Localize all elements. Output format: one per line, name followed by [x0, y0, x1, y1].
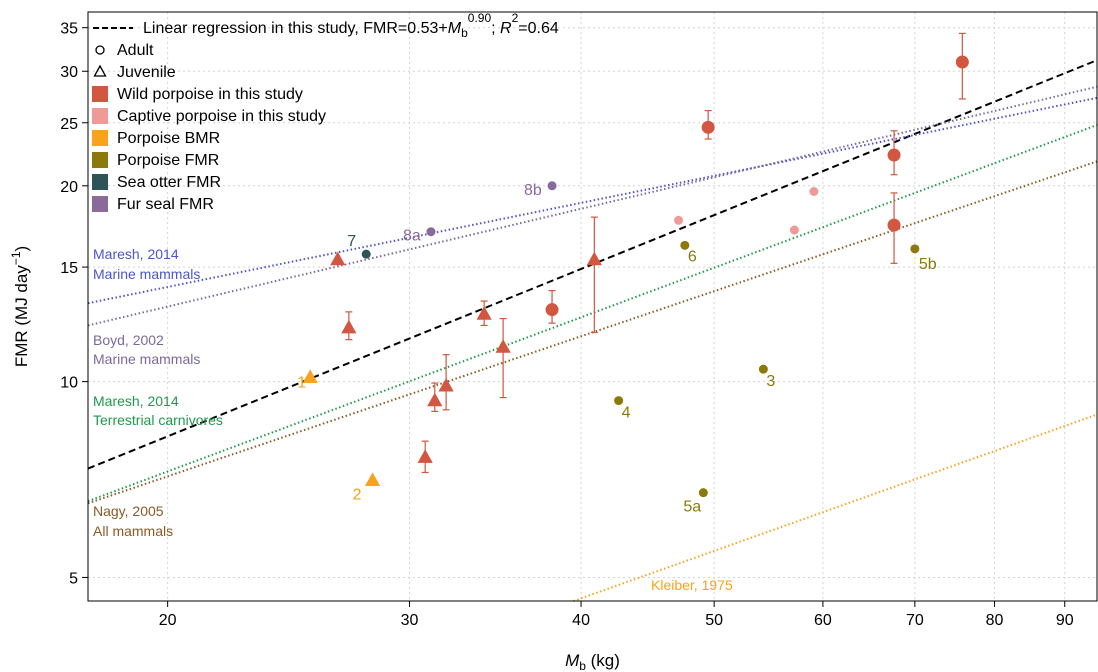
- wild-porpoise-in-this-study-point: [330, 251, 346, 266]
- point-label-5b: 5b: [919, 256, 937, 273]
- fur-seal-fmr-point: [426, 227, 436, 237]
- wild-porpoise-in-this-study-point: [586, 251, 602, 266]
- point-label-8a: 8a: [403, 228, 421, 245]
- y-tick-label: 5: [69, 570, 78, 587]
- porpoise-fmr-point: [698, 488, 708, 498]
- y-axis-ticks: 5 10 15 20 25 30 35: [60, 21, 88, 587]
- wild-porpoise-in-this-study-point: [438, 377, 454, 392]
- data-points: [302, 55, 969, 498]
- plot-frame: [87, 11, 1098, 602]
- legend-otter-label: Sea otter FMR: [117, 174, 221, 191]
- wild-porpoise-in-this-study-point: [341, 319, 357, 334]
- captive-porpoise-in-this-study-point: [809, 187, 819, 197]
- x-tick-label: 20: [159, 612, 177, 629]
- legend-adult-label: Adult: [117, 42, 154, 59]
- captive-porpoise-in-this-study-point: [789, 225, 799, 235]
- wild-porpoise-in-this-study-point: [701, 120, 715, 134]
- legend-pfmr-swatch: [92, 152, 108, 168]
- maresh-2014-terrestrial-carnivores-line: [87, 124, 1098, 503]
- porpoise-fmr-point: [910, 244, 920, 254]
- legend-pfmr-label: Porpoise FMR: [117, 152, 219, 169]
- point-label-7: 7: [347, 233, 356, 250]
- legend-bmr-label: Porpoise BMR: [117, 130, 220, 147]
- x-axis-ticks: 20 30 40 50 60 70 80 90: [159, 601, 1074, 629]
- y-tick-label: 35: [60, 21, 78, 38]
- legend-furseal-label: Fur seal FMR: [117, 196, 214, 213]
- kleiber-1975-line: [573, 413, 1098, 602]
- legend-captive-swatch: [92, 108, 108, 124]
- wild-porpoise-in-this-study-point: [417, 449, 433, 463]
- maresh-2014-marine-mammals-line: [87, 96, 1098, 305]
- point-label-6: 6: [688, 248, 697, 265]
- x-axis-label: Mb (kg): [565, 651, 620, 672]
- point-label-1: 1: [297, 374, 306, 391]
- legend-regression-label: Linear regression in this study, FMR=0.5…: [143, 11, 559, 40]
- grid-lines: [88, 12, 1097, 601]
- x-tick-label: 50: [705, 612, 723, 629]
- point-label-5a: 5a: [683, 499, 701, 516]
- porpoise-fmr-point: [680, 240, 690, 250]
- x-tick-label: 60: [814, 612, 832, 629]
- wild-porpoise-in-this-study-point: [476, 306, 492, 320]
- line-label-maresh-2014-terrestrial-carnivores: Terrestrial carnivores: [93, 412, 223, 428]
- line-labels: Maresh, 2014 Marine mammals Boyd, 2002 Mari…: [93, 246, 733, 593]
- x-tick-label: 70: [906, 612, 924, 629]
- porpoise-bmr-point: [302, 369, 318, 384]
- reference-lines: [87, 59, 1098, 602]
- point-labels: 1 2 3 4 5a 5b 6 7 8a 8b: [297, 182, 937, 516]
- line-label-nagy-2005-all-mammals: Nagy, 2005: [93, 503, 164, 519]
- legend-otter-swatch: [92, 174, 108, 190]
- wild-porpoise-in-this-study-point: [545, 303, 559, 317]
- legend-adult-swatch: [95, 45, 105, 55]
- point-label-2: 2: [353, 486, 362, 503]
- point-label-3: 3: [766, 373, 775, 390]
- legend-wild-swatch: [92, 86, 108, 102]
- line-label-maresh-2014-marine-mammals: Marine mammals: [93, 266, 200, 282]
- x-tick-label: 90: [1056, 612, 1074, 629]
- line-label-nagy-2005-all-mammals: All mammals: [93, 523, 173, 539]
- porpoise-fmr-point: [614, 396, 624, 406]
- fur-seal-fmr-point: [547, 181, 557, 191]
- y-tick-label: 20: [60, 179, 78, 196]
- sea-otter-fmr-point: [361, 249, 371, 259]
- wild-porpoise-in-this-study-point: [887, 148, 901, 162]
- line-label-kleiber-1975: Kleiber, 1975: [651, 577, 733, 593]
- wild-porpoise-in-this-study-point: [955, 55, 969, 69]
- wild-porpoise-in-this-study-point: [495, 339, 511, 353]
- legend: Linear regression in this study, FMR=0.5…: [92, 11, 559, 213]
- x-tick-label: 30: [401, 612, 419, 629]
- error-bars: [345, 32, 966, 474]
- point-label-4: 4: [622, 405, 631, 422]
- y-tick-label: 30: [60, 64, 78, 81]
- legend-bmr-swatch: [92, 130, 108, 146]
- porpoise-bmr-point: [364, 472, 381, 486]
- wild-porpoise-in-this-study-point: [887, 218, 901, 232]
- line-label-boyd-2002-marine-mammals: Boyd, 2002: [93, 332, 164, 348]
- captive-porpoise-in-this-study-point: [674, 215, 684, 225]
- x-tick-label: 80: [986, 612, 1004, 629]
- legend-juvenile-swatch: [93, 64, 107, 77]
- line-label-maresh-2014-marine-mammals: Maresh, 2014: [93, 246, 179, 262]
- y-tick-label: 25: [60, 116, 78, 133]
- legend-wild-label: Wild porpoise in this study: [117, 86, 303, 103]
- y-axis-label: FMR (MJ day−1): [9, 246, 31, 367]
- y-tick-label: 15: [60, 260, 78, 277]
- legend-juvenile-label: Juvenile: [117, 64, 176, 81]
- line-label-maresh-2014-terrestrial-carnivores: Maresh, 2014: [93, 393, 179, 409]
- boyd-2002-marine-mammals-line: [87, 85, 1098, 327]
- wild-porpoise-in-this-study-point: [427, 392, 443, 407]
- legend-furseal-swatch: [92, 196, 108, 212]
- x-tick-label: 40: [572, 612, 590, 629]
- y-tick-label: 10: [60, 375, 78, 392]
- legend-captive-label: Captive porpoise in this study: [117, 108, 326, 125]
- porpoise-fmr-point: [758, 364, 768, 374]
- line-label-boyd-2002-marine-mammals: Marine mammals: [93, 351, 200, 367]
- point-label-8b: 8b: [524, 182, 542, 199]
